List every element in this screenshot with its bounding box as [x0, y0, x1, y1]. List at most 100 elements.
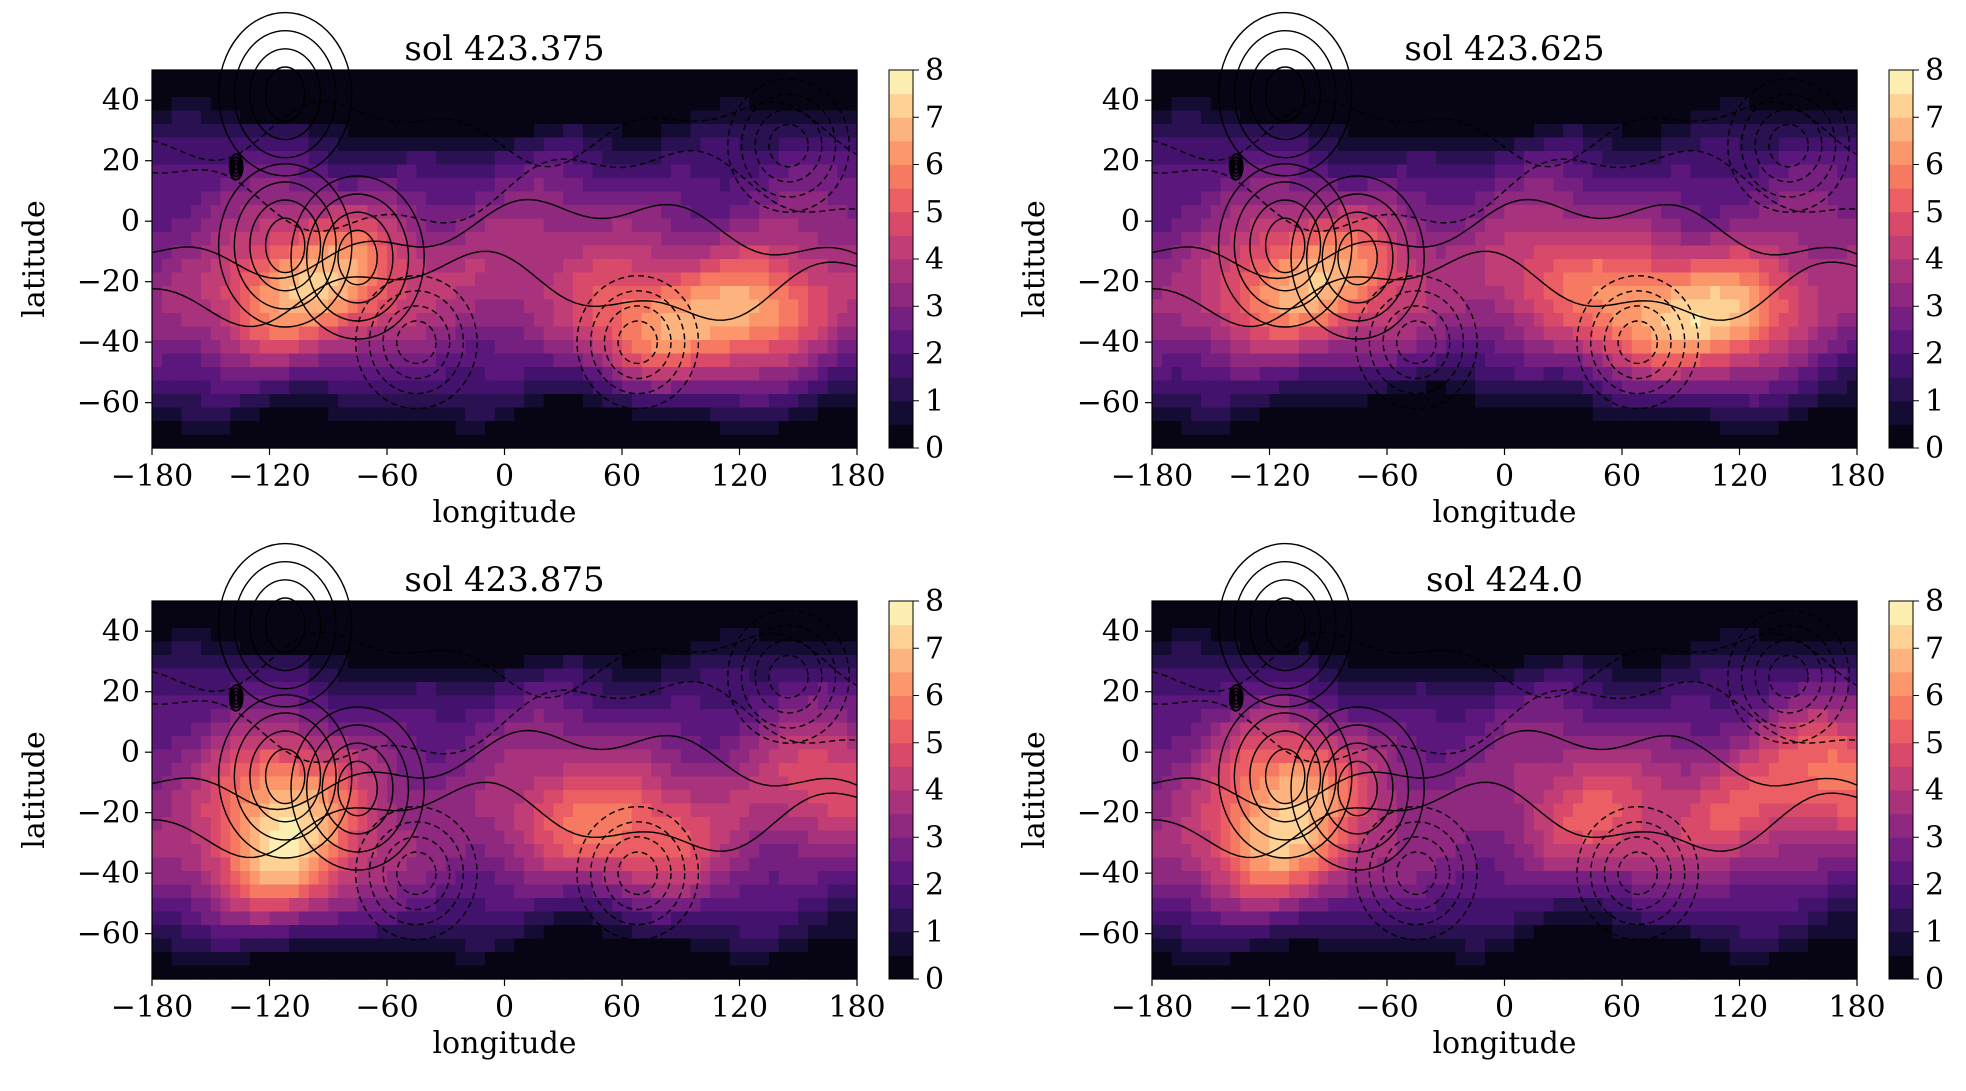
field-cell	[455, 110, 466, 125]
field-cell	[1514, 407, 1525, 422]
colorbar-segment	[1889, 353, 1913, 378]
field-cell	[1808, 286, 1819, 301]
field-cell	[191, 299, 202, 314]
field-cell	[1778, 124, 1790, 139]
y-tick-label: −20	[1077, 265, 1140, 300]
colorbar-tick-label: 0	[925, 431, 944, 466]
field-cell	[161, 668, 173, 683]
field-cell	[220, 407, 231, 422]
field-cell	[1289, 232, 1300, 247]
field-cell	[1455, 421, 1466, 436]
field-cell	[719, 614, 731, 629]
solid-contour	[337, 229, 378, 286]
field-cell	[171, 272, 182, 287]
field-cell	[1387, 124, 1398, 139]
field-cell	[1778, 137, 1790, 152]
field-cell	[788, 641, 799, 656]
field-cell	[1631, 70, 1643, 85]
field-cell	[1837, 380, 1848, 395]
field-cell	[1768, 259, 1780, 274]
field-cell	[543, 722, 555, 737]
field-cell	[817, 272, 829, 287]
field-cell	[1768, 380, 1780, 395]
field-cell	[357, 110, 369, 125]
field-cell	[1347, 97, 1359, 112]
field-cell	[1719, 232, 1731, 247]
field-cell	[191, 232, 202, 247]
field-cell	[240, 614, 251, 629]
field-cell	[289, 367, 300, 382]
field-cell	[279, 245, 290, 260]
field-cell	[641, 394, 652, 409]
field-cell	[328, 394, 339, 409]
field-cell	[152, 178, 163, 193]
solid-contour	[1151, 198, 1858, 280]
field-cell	[230, 367, 241, 382]
field-cell	[1396, 407, 1408, 422]
dashed-contour	[1617, 320, 1658, 365]
field-cell	[445, 313, 457, 328]
field-cell	[563, 245, 574, 260]
field-cell	[367, 124, 378, 139]
field-cell	[690, 601, 701, 616]
field-cell	[1484, 367, 1496, 382]
field-cell	[573, 83, 584, 98]
field-cell	[249, 353, 261, 368]
field-cell	[308, 151, 320, 166]
field-cell	[1798, 245, 1809, 260]
field-cell	[230, 178, 241, 193]
field-cell	[1602, 83, 1613, 98]
field-cell	[387, 380, 398, 395]
field-cell	[1152, 286, 1163, 301]
field-cell	[455, 232, 466, 247]
field-cell	[1416, 353, 1427, 368]
field-cell	[357, 245, 369, 260]
field-cell	[641, 164, 652, 179]
field-cell	[1396, 313, 1408, 328]
field-cell	[240, 668, 251, 683]
field-cell	[416, 70, 427, 85]
field-cell	[1240, 434, 1251, 449]
field-cell	[1778, 340, 1790, 355]
field-cell	[338, 313, 349, 328]
field-cell	[573, 407, 584, 422]
field-cell	[220, 164, 231, 179]
field-cell	[1494, 83, 1506, 98]
field-cell	[152, 736, 163, 751]
field-cell	[1729, 394, 1741, 409]
field-cell	[808, 682, 819, 697]
field-cell	[631, 205, 643, 220]
field-cell	[1553, 178, 1564, 193]
field-cell	[1435, 245, 1447, 260]
field-cell	[1847, 286, 1858, 301]
field-cell	[465, 668, 476, 683]
field-cell	[759, 353, 770, 368]
field-cell	[563, 178, 574, 193]
field-cell	[1289, 340, 1300, 355]
field-cell	[1788, 218, 1799, 233]
field-cell	[338, 601, 349, 616]
field-cell	[661, 205, 672, 220]
field-cell	[1808, 232, 1819, 247]
field-cell	[259, 709, 271, 724]
field-cell	[298, 736, 310, 751]
field-cell	[1318, 272, 1329, 287]
field-cell	[240, 286, 251, 301]
field-cell	[749, 259, 760, 274]
field-cell	[1298, 434, 1310, 449]
field-cell	[240, 97, 251, 112]
field-cell	[416, 628, 427, 643]
field-cell	[1171, 178, 1182, 193]
field-cell	[788, 286, 799, 301]
field-cell	[426, 232, 437, 247]
field-cell	[631, 110, 643, 125]
field-cell	[1533, 178, 1545, 193]
field-cell	[416, 110, 427, 125]
colorbar-tick-label: 8	[1925, 53, 1944, 88]
field-cell	[1416, 245, 1427, 260]
field-cell	[1553, 191, 1564, 206]
field-cell	[837, 83, 848, 98]
field-cell	[1719, 299, 1731, 314]
field-cell	[367, 137, 378, 152]
field-cell	[1289, 394, 1300, 409]
